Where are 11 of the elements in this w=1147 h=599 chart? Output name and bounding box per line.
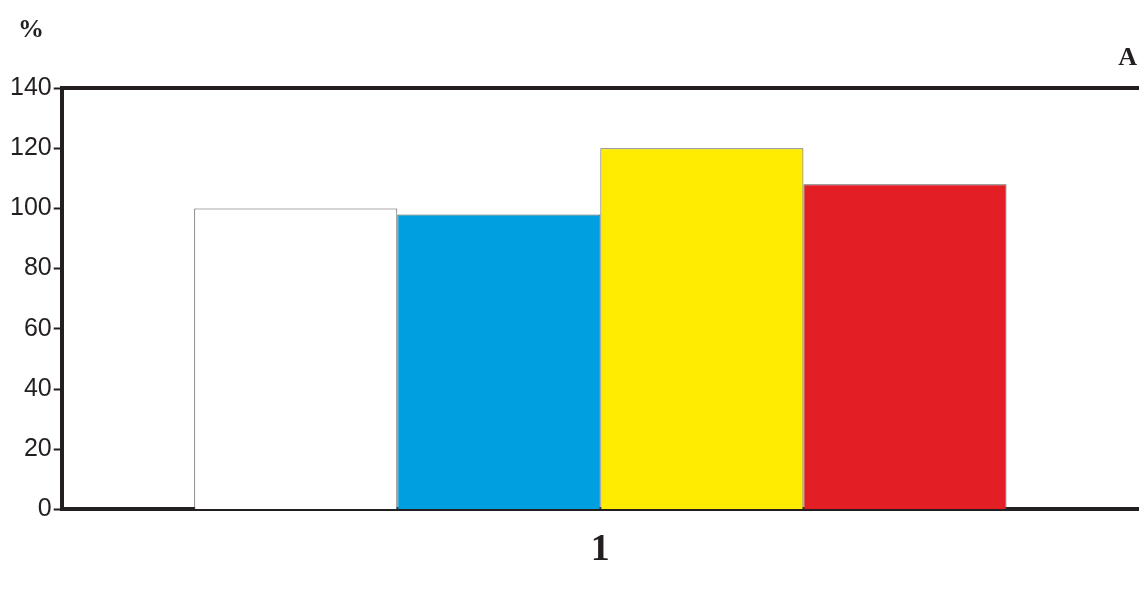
y-tick-label: 40	[23, 372, 52, 401]
y-axis-title: %	[18, 13, 44, 43]
text: A	[1118, 41, 1138, 71]
y-tick-label: 0	[37, 493, 52, 522]
x-tick-label: 1	[590, 526, 610, 569]
y-tick-label: 80	[23, 252, 52, 281]
y-tick-label: 60	[23, 312, 52, 341]
y-tick-label: 120	[9, 132, 52, 161]
y-tick-label: 140	[9, 71, 52, 100]
y-tick-label: 100	[9, 192, 52, 221]
y-tick-label: 20	[23, 433, 52, 462]
